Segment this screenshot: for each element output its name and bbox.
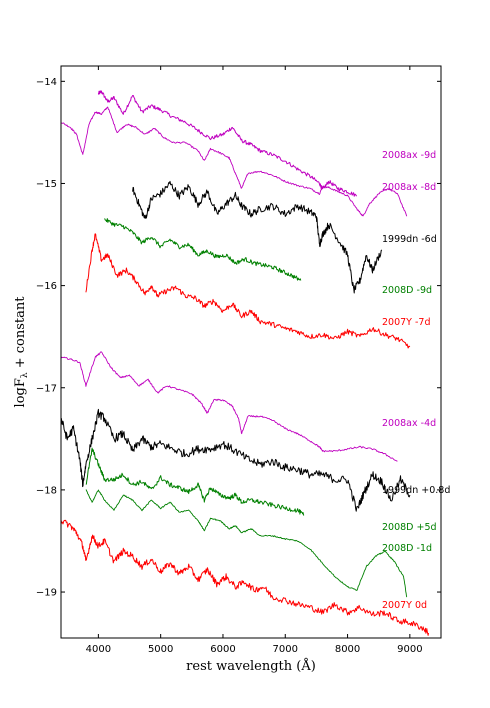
series-labels: 2008ax -9d 2008ax -8d 1999dn -6d 2008D -9d 2… <box>382 150 450 611</box>
x-axis-label: rest wavelength (Å) <box>186 658 316 674</box>
series-line <box>132 180 383 294</box>
y-axis-label: logFλ + constant <box>13 296 30 408</box>
series-line <box>61 519 429 636</box>
x-tick-label: 5000 <box>148 644 173 655</box>
series-label: 2007Y -7d <box>382 317 431 328</box>
series-line <box>85 447 305 516</box>
series-label: 2008D -9d <box>382 285 432 296</box>
series-lines <box>61 90 429 636</box>
x-tick-label: 8000 <box>335 644 360 655</box>
series-label: 2008ax -9d <box>382 150 436 161</box>
y-tick-label: −15 <box>36 179 57 190</box>
series-label: 2008ax -8d <box>382 182 436 193</box>
series-line <box>85 489 408 598</box>
series-line <box>61 408 411 512</box>
series-line <box>104 218 302 281</box>
series-line <box>85 233 411 349</box>
series-line <box>61 106 408 217</box>
series-line <box>97 90 357 197</box>
series-label: 2008D +5d <box>382 522 437 533</box>
series-label: 1999dn +0.8d <box>382 485 450 496</box>
y-tick-label: −19 <box>36 588 57 599</box>
y-axis-label-subscript: λ <box>20 372 30 378</box>
y-tick-label: −18 <box>36 485 57 496</box>
series-label: 2007Y 0d <box>382 600 427 611</box>
series-label: 2008ax -4d <box>382 418 436 429</box>
axis-ticks: 4000 5000 6000 7000 8000 9000 −14 −15 −16 −17 −18 −… <box>36 66 441 655</box>
x-tick-label: 6000 <box>210 644 235 655</box>
x-tick-label: 9000 <box>397 644 422 655</box>
series-label: 1999dn -6d <box>382 234 437 245</box>
x-tick-label: 4000 <box>86 644 111 655</box>
y-axis-label-main: logF <box>13 378 28 407</box>
y-tick-label: −17 <box>36 383 57 394</box>
y-tick-label: −16 <box>36 281 57 292</box>
plot-frame <box>60 65 442 639</box>
series-line <box>61 351 398 462</box>
series-label: 2008D -1d <box>382 543 432 554</box>
y-tick-label: −14 <box>36 77 57 88</box>
y-axis-label-tail: + constant <box>13 296 28 373</box>
x-tick-label: 7000 <box>273 644 298 655</box>
